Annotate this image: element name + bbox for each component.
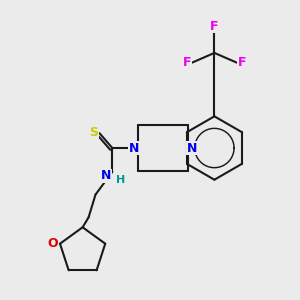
- Text: N: N: [186, 142, 197, 154]
- Text: N: N: [101, 169, 112, 182]
- Text: H: H: [116, 175, 126, 185]
- Text: F: F: [210, 20, 219, 33]
- Text: S: S: [89, 126, 98, 139]
- Text: F: F: [182, 56, 191, 69]
- Text: F: F: [238, 56, 246, 69]
- Text: N: N: [129, 142, 139, 154]
- Text: O: O: [48, 237, 58, 250]
